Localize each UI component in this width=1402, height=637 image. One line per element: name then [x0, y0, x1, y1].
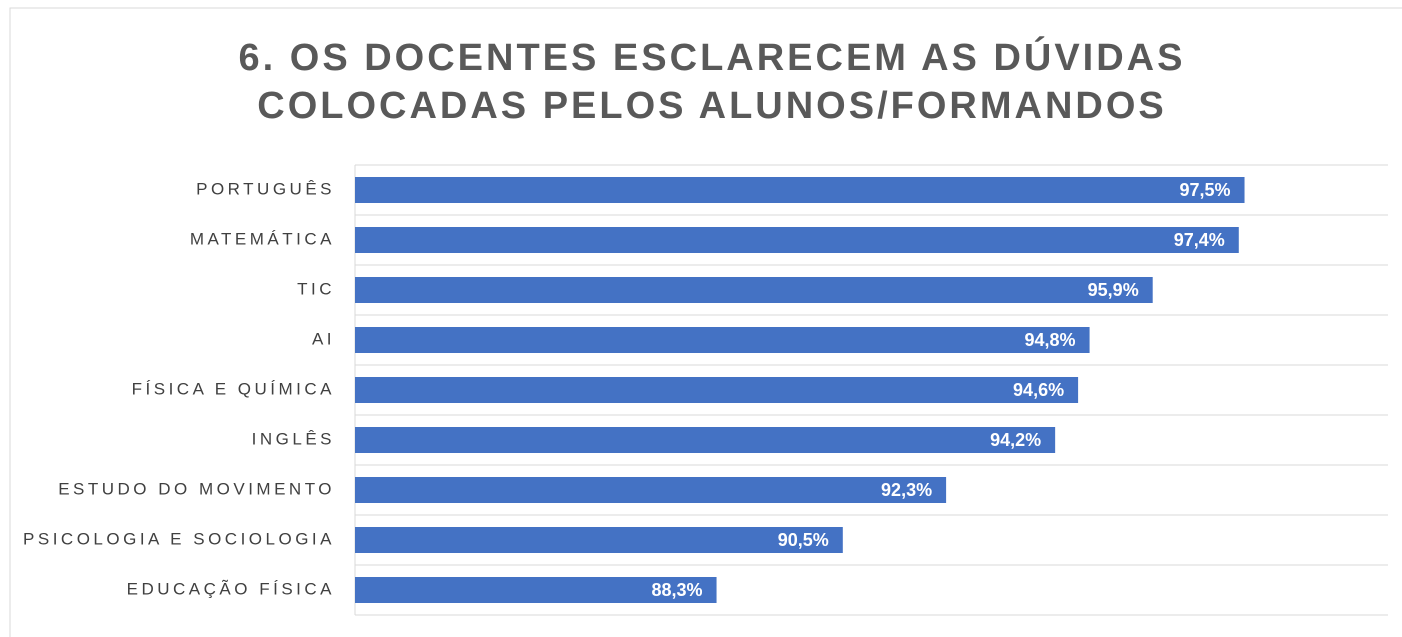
y-tick-label: EDUCAÇÃO FÍSICA — [127, 579, 335, 598]
bar — [355, 177, 1245, 203]
y-tick-label: AI — [312, 329, 335, 348]
value-label: 88,3% — [652, 580, 703, 600]
chart-title: COLOCADAS PELOS ALUNOS/FORMANDOS — [257, 85, 1167, 127]
value-label: 90,5% — [778, 530, 829, 550]
value-label: 94,8% — [1025, 330, 1076, 350]
value-label: 94,2% — [990, 430, 1041, 450]
value-label: 97,5% — [1179, 180, 1230, 200]
bar — [355, 427, 1056, 453]
y-tick-label: INGLÊS — [252, 429, 335, 448]
y-tick-label: FÍSICA E QUÍMICA — [132, 379, 335, 398]
bar — [355, 577, 717, 603]
chart-title: 6. OS DOCENTES ESCLARECEM AS DÚVIDAS — [239, 35, 1186, 79]
bar — [355, 227, 1239, 253]
y-tick-label: ESTUDO DO MOVIMENTO — [58, 479, 335, 498]
bar — [355, 377, 1079, 403]
bar — [355, 527, 843, 553]
value-label: 94,6% — [1013, 380, 1064, 400]
y-tick-label: TIC — [297, 279, 335, 298]
y-tick-label: PORTUGUÊS — [196, 179, 335, 198]
bar — [355, 327, 1090, 353]
y-tick-label: MATEMÁTICA — [190, 229, 335, 248]
bar — [355, 277, 1153, 303]
chart-frame — [9, 7, 1402, 637]
value-label: 97,4% — [1174, 230, 1225, 250]
value-label: 92,3% — [881, 480, 932, 500]
bar — [355, 477, 947, 503]
value-label: 95,9% — [1088, 280, 1139, 300]
y-tick-label: PSICOLOGIA E SOCIOLOGIA — [23, 529, 335, 548]
